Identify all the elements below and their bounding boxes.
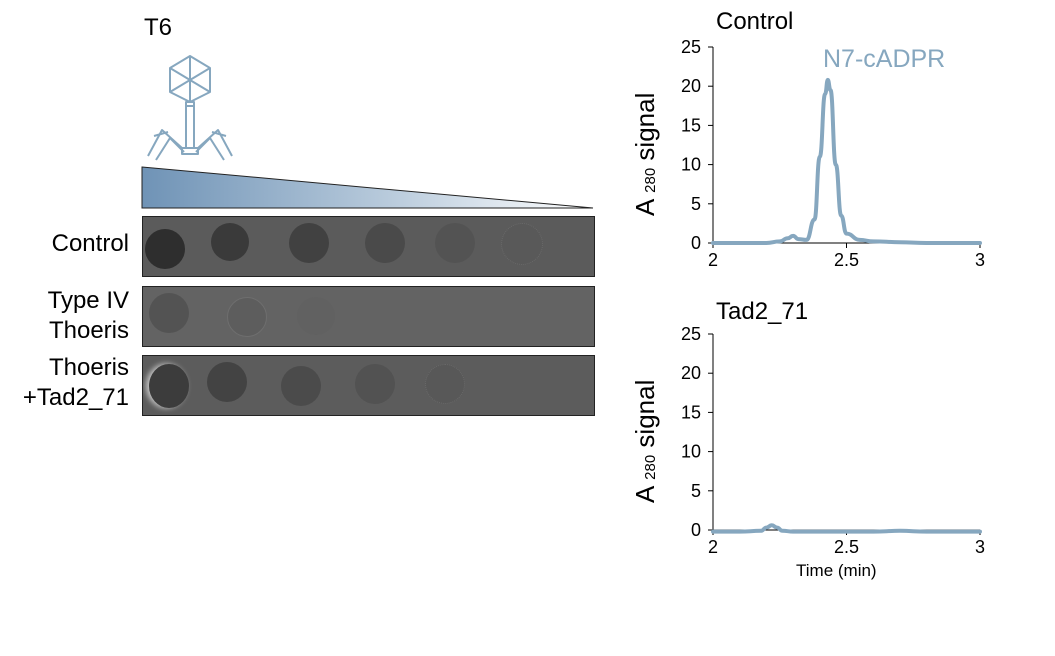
plaque-spot xyxy=(297,297,335,335)
y-tick-label: 10 xyxy=(681,155,701,175)
plate-type-iv-thoeris xyxy=(142,286,595,347)
y-tick-label: 15 xyxy=(681,115,701,135)
chart-title-control: Control xyxy=(716,8,794,35)
row-label-type-iv-thoeris: Type IV Thoeris xyxy=(47,287,129,344)
chart-control: 0 5 10 15 20 25 2 2.5 3 xyxy=(681,37,985,270)
series-line-n7-cadpr xyxy=(711,77,982,245)
plate-control xyxy=(142,216,595,277)
y-tick-label: 20 xyxy=(681,363,701,383)
plaque-spot xyxy=(365,223,405,263)
phage-name: T6 xyxy=(144,14,173,41)
plaque-spot xyxy=(501,223,543,265)
y-tick-label: 25 xyxy=(681,37,701,57)
series-line-tad2-71 xyxy=(711,523,982,534)
y-tick-label: 0 xyxy=(691,520,701,540)
plaque-spot xyxy=(227,297,267,337)
plaque-spot xyxy=(211,223,249,261)
y-tick-label: 5 xyxy=(691,481,701,501)
x-tick-label: 3 xyxy=(975,250,985,270)
bacteriophage-icon xyxy=(147,55,233,161)
plaque-spot xyxy=(207,362,247,402)
chart-title-tad2: Tad2_71 xyxy=(716,298,809,325)
plaque-spot xyxy=(281,366,321,406)
chart-tad2: 0 5 10 15 20 25 2 2.5 3 xyxy=(681,324,985,557)
plaque-spot xyxy=(355,364,395,404)
plate-thoeris-tad2 xyxy=(142,355,595,416)
row-label-thoeris-tad2: Thoeris +Tad2_71 xyxy=(22,354,129,411)
y-tick-label: 10 xyxy=(681,442,701,462)
x-axis-label: Time (min) xyxy=(796,561,877,580)
x-tick-label: 3 xyxy=(975,537,985,557)
y-tick-label: 0 xyxy=(691,233,701,253)
x-tick-label: 2.5 xyxy=(834,250,859,270)
plaque-spot xyxy=(435,223,475,263)
plaque-spot xyxy=(425,364,465,404)
x-tick-label: 2 xyxy=(708,537,718,557)
plaque-spot xyxy=(145,229,185,269)
x-tick-label: 2.5 xyxy=(834,537,859,557)
peak-annotation: N7-cADPR xyxy=(823,45,946,73)
plaque-spot xyxy=(149,364,189,408)
plaque-spot xyxy=(149,293,189,333)
x-tick-label: 2 xyxy=(708,250,718,270)
y-tick-label: 20 xyxy=(681,76,701,96)
dilution-triangle-icon xyxy=(141,166,594,209)
plaque-spot xyxy=(289,223,329,263)
y-tick-label: 15 xyxy=(681,402,701,422)
row-label-control: Control xyxy=(51,230,129,257)
y-tick-label: 5 xyxy=(691,194,701,214)
y-tick-label: 25 xyxy=(681,324,701,344)
